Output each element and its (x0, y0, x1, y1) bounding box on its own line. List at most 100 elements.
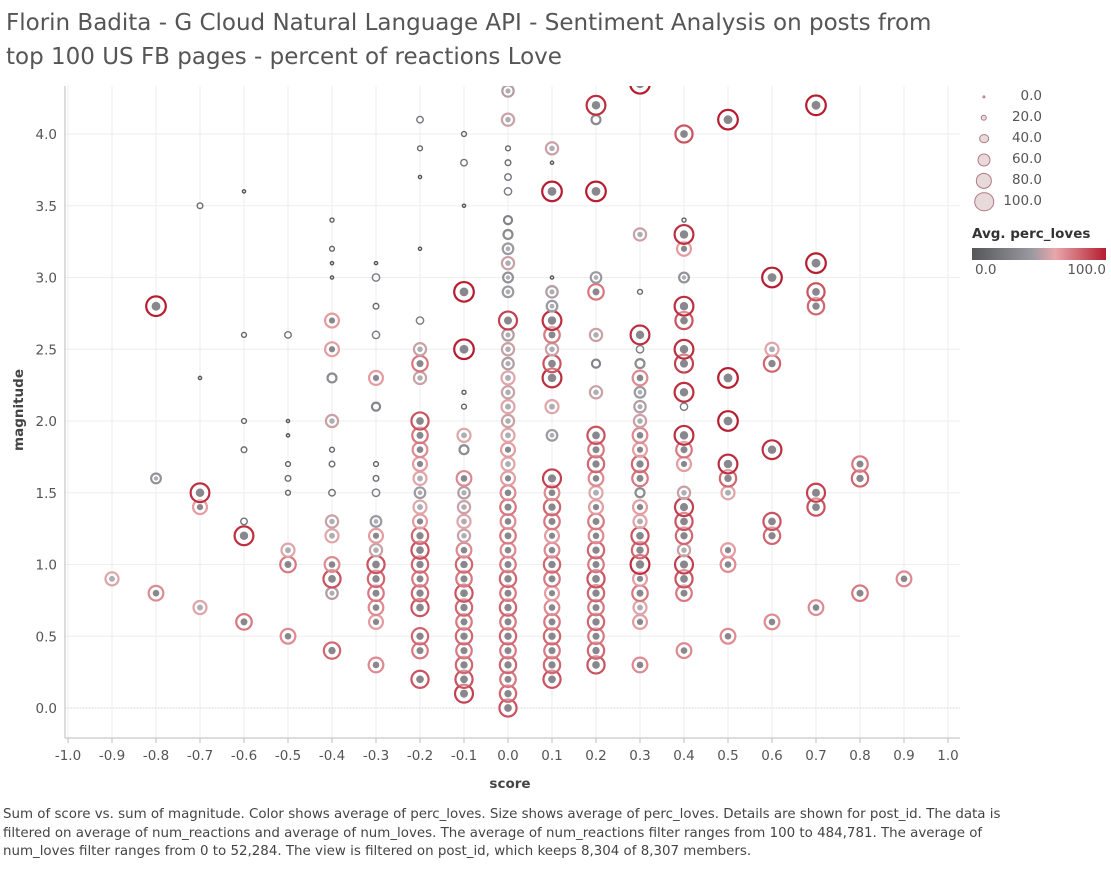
data-point[interactable] (372, 474, 380, 482)
x-tick-label: 0.1 (541, 748, 562, 764)
data-point-core (549, 403, 555, 410)
y-tick-label: 0.0 (36, 701, 57, 717)
data-point[interactable] (328, 245, 336, 252)
data-point[interactable] (504, 145, 512, 152)
data-point-core (196, 503, 204, 511)
data-point[interactable] (504, 173, 512, 181)
data-point[interactable] (590, 114, 602, 126)
data-point[interactable] (502, 228, 514, 241)
data-point[interactable] (461, 389, 467, 396)
color-legend-ramp (972, 248, 1106, 260)
data-point[interactable] (372, 302, 380, 310)
data-point-core (636, 575, 644, 582)
data-point[interactable] (636, 288, 644, 295)
data-point[interactable] (373, 260, 379, 266)
data-point-core (416, 647, 424, 655)
data-point-core (547, 373, 557, 383)
data-point[interactable] (416, 115, 424, 124)
data-point-core (460, 475, 468, 482)
data-point[interactable] (285, 418, 291, 424)
data-point[interactable] (285, 433, 291, 438)
data-point-core (593, 332, 599, 338)
data-point[interactable] (372, 460, 380, 468)
data-point-core (504, 661, 512, 669)
data-point[interactable] (197, 375, 203, 381)
x-tick-label: -1.0 (55, 748, 81, 764)
size-legend-dot (975, 172, 993, 189)
data-point[interactable] (634, 358, 646, 370)
data-point-core (195, 488, 205, 497)
data-point[interactable] (240, 517, 248, 526)
data-point-core (416, 460, 424, 468)
size-legend-dot (979, 133, 989, 144)
data-point-core (197, 604, 203, 611)
data-point[interactable] (328, 460, 336, 468)
data-point-core (636, 446, 644, 453)
data-point[interactable] (417, 174, 423, 180)
data-point[interactable] (328, 446, 336, 453)
data-point[interactable] (284, 460, 292, 468)
data-point[interactable] (326, 372, 338, 384)
data-point-core (547, 316, 557, 325)
data-point[interactable] (240, 417, 248, 425)
x-axis-title: score (489, 776, 530, 792)
data-point[interactable] (590, 358, 602, 369)
data-point-core (723, 416, 733, 426)
data-point[interactable] (329, 217, 335, 223)
data-point[interactable] (371, 273, 381, 282)
data-point[interactable] (370, 401, 382, 412)
data-point[interactable] (458, 444, 470, 456)
data-point[interactable] (460, 403, 468, 410)
x-tick-label: 0.0 (497, 748, 518, 764)
data-point-core (548, 675, 556, 684)
data-point-core (329, 518, 335, 525)
data-point[interactable] (460, 158, 468, 167)
data-point[interactable] (371, 488, 381, 498)
data-point[interactable] (416, 145, 424, 152)
data-point-core (636, 460, 644, 468)
data-point[interactable] (549, 160, 555, 165)
data-point[interactable] (329, 260, 335, 266)
data-point-core (416, 560, 424, 569)
data-point-core (548, 546, 556, 554)
chart-title: Florin Badita - G Cloud Natural Language… (6, 10, 932, 70)
data-point[interactable] (460, 130, 468, 138)
size-legend-row: 40.0 (972, 128, 1082, 149)
data-point[interactable] (240, 446, 248, 454)
data-point[interactable] (504, 159, 512, 167)
data-point-core (460, 603, 468, 612)
data-point[interactable] (415, 316, 425, 325)
data-point[interactable] (635, 344, 645, 354)
data-point-core (505, 389, 511, 396)
data-point[interactable] (284, 330, 292, 339)
data-point-core (679, 301, 689, 311)
data-point-core (592, 288, 600, 296)
data-point-core (373, 519, 379, 524)
data-point[interactable] (549, 275, 555, 280)
data-point[interactable] (240, 331, 248, 339)
data-point-core (285, 547, 291, 554)
data-point[interactable] (679, 402, 689, 412)
data-point[interactable] (502, 214, 514, 226)
data-point[interactable] (328, 488, 336, 497)
size-legend-row: 60.0 (972, 149, 1082, 170)
data-point-core (723, 373, 733, 383)
data-point[interactable] (634, 487, 646, 499)
data-point[interactable] (284, 474, 292, 482)
data-point[interactable] (629, 74, 651, 95)
data-point[interactable] (681, 217, 687, 223)
data-point[interactable] (241, 189, 247, 194)
data-point[interactable] (461, 203, 467, 209)
data-point-core (811, 258, 821, 268)
data-point[interactable] (371, 330, 381, 340)
data-point[interactable] (329, 275, 335, 280)
x-tick-label: 0.7 (805, 748, 826, 764)
data-point-core (460, 589, 468, 598)
data-point-core (461, 533, 467, 539)
data-point-core (505, 289, 511, 295)
data-point[interactable] (503, 187, 513, 196)
data-point[interactable] (417, 246, 423, 252)
data-point[interactable] (196, 202, 204, 210)
data-point[interactable] (284, 489, 292, 496)
data-point-core (679, 560, 689, 569)
